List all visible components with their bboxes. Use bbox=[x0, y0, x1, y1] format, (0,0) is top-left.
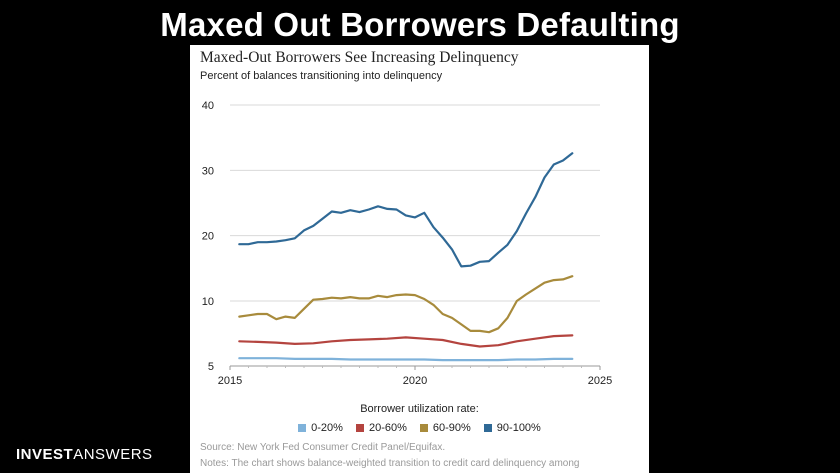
brand-bold: INVEST bbox=[16, 446, 74, 463]
legend-label: 0-20% bbox=[311, 422, 343, 434]
slide-title: Maxed Out Borrowers Defaulting bbox=[160, 6, 680, 43]
legend-label: 20-60% bbox=[368, 422, 407, 434]
series-line-60-90% bbox=[238, 275, 574, 334]
legend-swatch bbox=[419, 424, 428, 432]
legend-item-20-60%: 20-60% bbox=[355, 422, 407, 434]
x-tick-label-2020: 2020 bbox=[403, 375, 427, 387]
legend-label: 90-100% bbox=[496, 422, 541, 434]
legend-item-60-90%: 60-90% bbox=[419, 422, 471, 434]
series-line-0-20% bbox=[238, 357, 574, 362]
series-line-20-60% bbox=[238, 334, 574, 348]
y-tick-label-30: 30 bbox=[202, 165, 214, 177]
source-note: Source: New York Fed Consumer Credit Pan… bbox=[200, 442, 446, 453]
y-tick-label-20: 20 bbox=[202, 231, 214, 243]
y-tick-label-10: 10 bbox=[202, 296, 214, 308]
y-tick-label-5: 5 bbox=[208, 361, 214, 373]
legend-swatch bbox=[298, 424, 307, 432]
legend-title: Borrower utilization rate: bbox=[360, 403, 479, 415]
y-tick-label-40: 40 bbox=[202, 100, 214, 112]
series-line-90-100% bbox=[238, 152, 574, 268]
chart-panel: Maxed-Out Borrowers See Increasing Delin… bbox=[190, 45, 649, 473]
legend-item-90-100%: 90-100% bbox=[483, 422, 541, 434]
brand-logo: INVESTANSWERS bbox=[16, 446, 153, 463]
notes-text: Notes: The chart shows balance-weighted … bbox=[200, 458, 580, 469]
legend-swatch bbox=[483, 424, 492, 432]
x-tick-label-2015: 2015 bbox=[218, 375, 242, 387]
legend-swatch bbox=[355, 424, 364, 432]
chart-title: Maxed-Out Borrowers See Increasing Delin… bbox=[200, 49, 519, 66]
x-tick-label-2025: 2025 bbox=[588, 375, 612, 387]
line-chart: 5 10 20 30 40 2015 2020 2025 bbox=[202, 100, 612, 387]
brand-light: ANSWERS bbox=[73, 446, 153, 463]
legend-label: 60-90% bbox=[432, 422, 471, 434]
legend-item-0-20%: 0-20% bbox=[298, 422, 343, 434]
chart-subtitle: Percent of balances transitioning into d… bbox=[200, 70, 443, 82]
legend: 0-20% 20-60% 60-90% 90-100% bbox=[190, 422, 649, 434]
